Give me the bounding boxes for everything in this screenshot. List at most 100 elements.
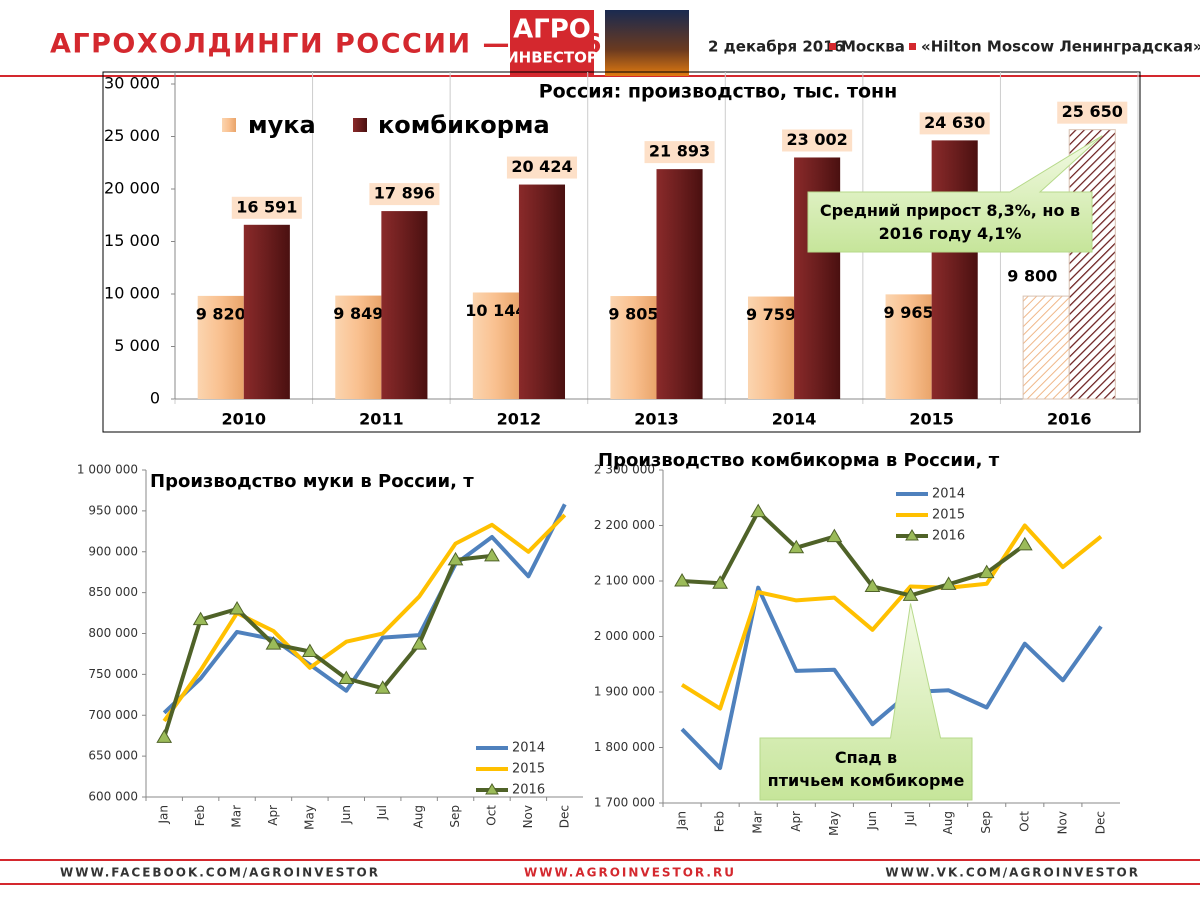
y-tick-label: 30 000 — [104, 74, 160, 93]
marker — [192, 611, 209, 626]
bar — [747, 296, 795, 399]
y-tick-label: 0 — [150, 389, 160, 408]
logo-top: АГРО — [513, 15, 591, 45]
data-label: 23 002 — [786, 130, 847, 149]
x-tick-label: 2015 — [909, 410, 954, 429]
data-label: 16 591 — [236, 197, 297, 216]
y-tick-label: 700 000 — [88, 708, 138, 722]
bar — [243, 224, 290, 399]
legend-label: 2016 — [512, 783, 545, 798]
legend-marker — [485, 783, 499, 795]
data-label-bg — [231, 196, 302, 219]
x-tick-label: Apr — [266, 805, 280, 826]
annotation: Средний прирост 8,3%, но в 2016 году 4,1% — [820, 201, 1080, 243]
event-venue: «Hilton Moscow Ленинградская» — [921, 38, 1200, 56]
bar — [518, 184, 566, 399]
footer: WWW.FACEBOOK.COM/AGROINVESTOR WWW.AGROIN… — [0, 859, 1200, 885]
bar — [610, 296, 657, 399]
bar — [197, 295, 244, 399]
y-tick-label: 5 000 — [114, 336, 160, 355]
legend-label: 2014 — [512, 741, 545, 756]
y-tick-label: 900 000 — [88, 544, 138, 558]
chart-title: Производство муки в России, т — [150, 471, 474, 492]
legend-label: комбикорма — [378, 111, 550, 139]
y-tick-label: 650 000 — [88, 749, 138, 763]
x-tick-label: Jan — [157, 805, 171, 825]
separator — [909, 43, 916, 50]
chart-title: Производство комбикорма в России, т — [598, 450, 1000, 471]
data-label-bg — [644, 141, 715, 164]
data-label-bg — [369, 183, 440, 206]
x-tick-label: Aug — [412, 805, 426, 828]
series-line — [681, 509, 1026, 598]
bar — [1022, 295, 1070, 400]
legend-swatch — [222, 118, 236, 132]
chart-frame — [102, 71, 1141, 433]
x-tick-label: Sep — [979, 811, 993, 834]
data-label-bg — [919, 112, 990, 135]
header-title: АГРОХОЛДИНГИ РОССИИ — 2016 — [50, 29, 603, 60]
y-tick-label: 15 000 — [104, 231, 160, 250]
logo-bottom: ИНВЕСТОР — [506, 49, 598, 67]
data-label: 9 820 — [196, 304, 246, 323]
marker — [156, 729, 173, 743]
x-tick-label: May — [827, 811, 841, 836]
data-label: 25 650 — [1062, 102, 1123, 121]
marker — [902, 587, 919, 601]
y-tick-label: 2 100 000 — [594, 574, 655, 588]
annotation: Спад в птичьем комбикорме — [768, 748, 965, 790]
marker — [411, 636, 427, 650]
bar — [472, 292, 519, 399]
y-tick-label: 1 800 000 — [594, 740, 655, 754]
bar — [885, 294, 932, 399]
legend-label: 2015 — [512, 762, 545, 777]
y-tick-label: 1 000 000 — [77, 463, 138, 477]
data-label: 10 144 — [465, 301, 526, 320]
x-tick-label: Sep — [448, 805, 462, 828]
series-line — [680, 523, 1103, 711]
x-tick-label: 2016 — [1047, 410, 1092, 429]
marker — [788, 539, 805, 554]
y-tick-label: 600 000 — [88, 790, 138, 804]
callout — [807, 135, 1103, 253]
y-tick-label: 2 300 000 — [594, 463, 655, 477]
marker — [229, 600, 245, 615]
marker — [374, 680, 391, 694]
marker — [302, 643, 318, 657]
marker — [265, 636, 282, 650]
marker — [750, 503, 767, 518]
data-label-bg — [506, 156, 578, 179]
x-tick-label: Dec — [557, 805, 571, 828]
marker — [674, 573, 690, 587]
header: АГРОХОЛДИНГИ РОССИИ — 2016 АГРО ИНВЕСТОР… — [0, 10, 1200, 77]
x-tick-label: Jun — [339, 805, 353, 825]
data-label: 20 424 — [511, 157, 572, 176]
marker — [978, 564, 995, 579]
data-label: 9 965 — [884, 303, 934, 322]
legend-label: мука — [248, 111, 316, 139]
x-tick-label: 2013 — [634, 410, 679, 429]
legend-label: 2014 — [932, 487, 965, 502]
data-label-bg — [1057, 101, 1128, 124]
y-tick-label: 25 000 — [104, 126, 160, 145]
x-tick-label: Jul — [903, 811, 917, 826]
x-tick-label: Jan — [675, 811, 689, 831]
legend-label: 2016 — [932, 529, 965, 544]
data-label: 9 759 — [746, 305, 796, 324]
legend-swatch — [353, 118, 367, 132]
y-tick-label: 2 200 000 — [594, 518, 655, 532]
x-tick-label: 2010 — [222, 410, 267, 429]
event-date: 2 декабря 2016 — [708, 38, 844, 56]
x-tick-label: May — [302, 805, 316, 830]
marker — [826, 528, 843, 543]
series-line — [162, 553, 493, 738]
y-tick-label: 1 700 000 — [594, 796, 655, 810]
marker — [1016, 536, 1033, 551]
bar — [931, 140, 978, 399]
x-tick-label: Aug — [941, 811, 955, 834]
footer-link: WWW.VK.COM/AGROINVESTOR — [885, 866, 1140, 880]
data-label: 9 805 — [608, 305, 658, 324]
bar — [1068, 129, 1116, 400]
series-line — [162, 503, 567, 715]
